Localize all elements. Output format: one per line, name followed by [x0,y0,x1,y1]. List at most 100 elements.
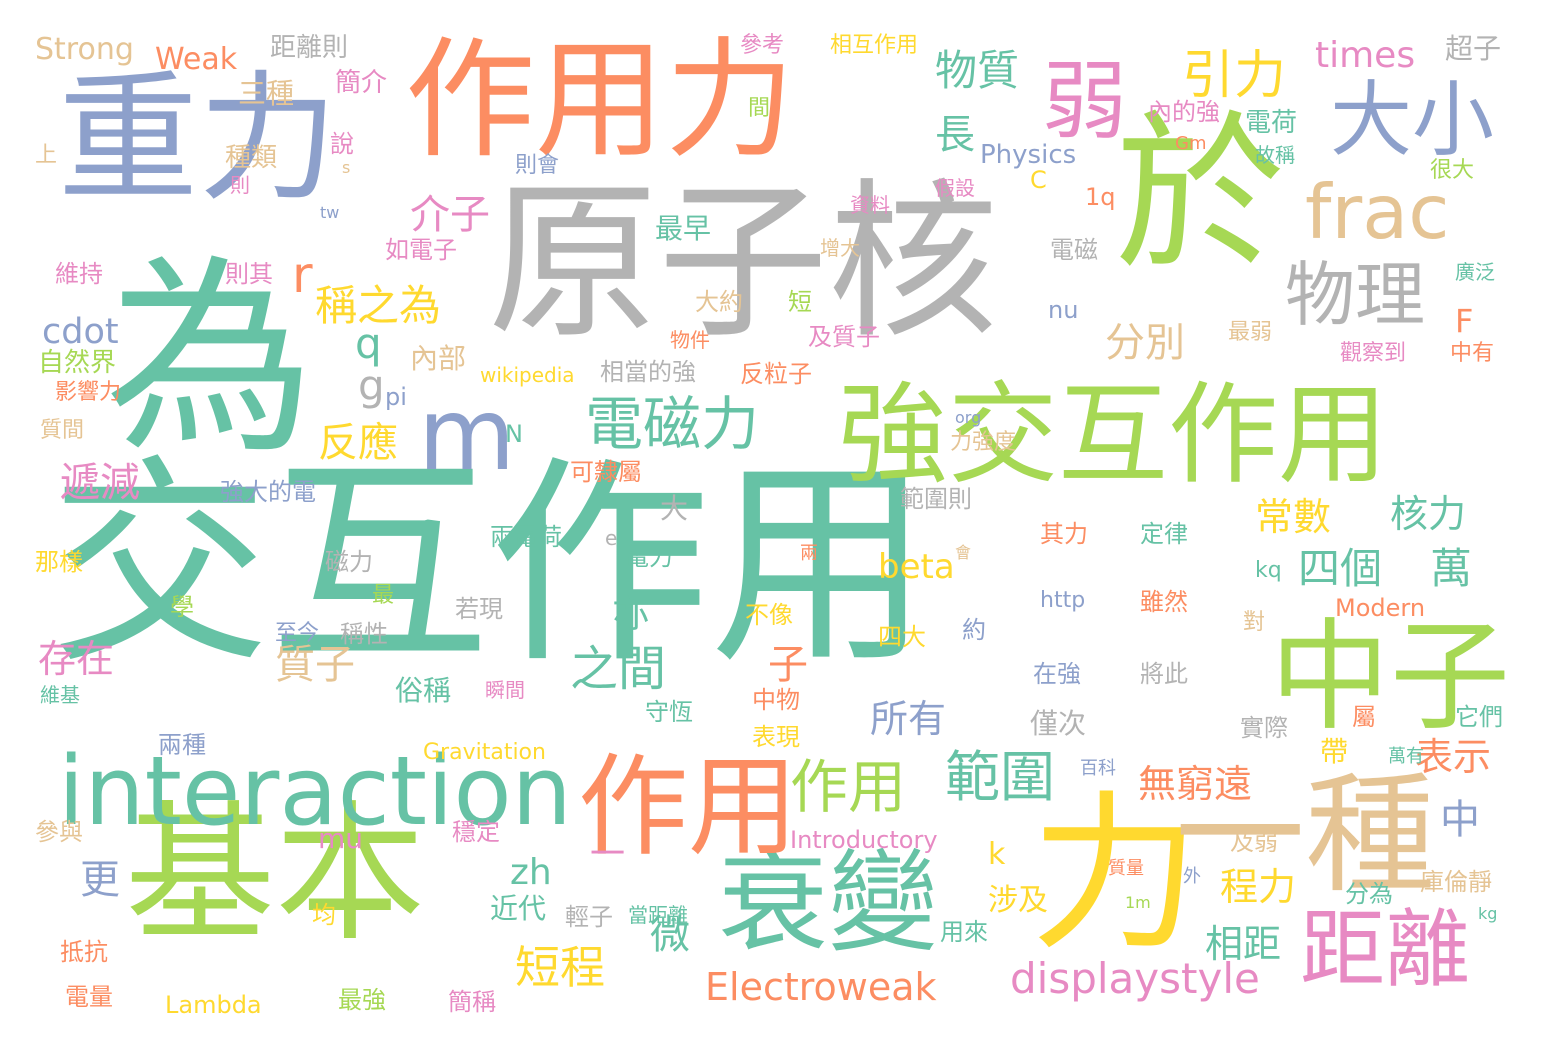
word-cloud-term: http [1040,588,1086,613]
word-cloud-term: 電力 [625,543,673,571]
word-cloud-term: 基本 [125,788,426,962]
word-cloud-term: 自然界 [38,348,117,378]
word-cloud-term: 則會 [515,153,560,178]
word-cloud-term: zh [510,852,552,893]
word-cloud-term: 及弱 [1230,828,1278,856]
word-cloud-term: 資料 [850,193,890,217]
word-cloud-term: 中 [1440,797,1480,843]
word-cloud-term: 相當的強 [600,358,696,386]
word-cloud-term: 其力 [1040,520,1088,548]
word-cloud-term: 兩種 [158,731,206,759]
word-cloud-term: 萬有 [1388,746,1424,767]
word-cloud-term: 兩 [800,543,818,564]
word-cloud-term: 重力 [58,58,339,221]
word-cloud-term: 質間 [40,418,85,443]
word-cloud-term: nu [1048,296,1079,324]
word-cloud-term: 磁力 [325,548,373,576]
word-cloud-term: 一種 [1175,759,1436,911]
word-cloud-term: 弱 [1042,53,1128,152]
word-cloud-term: 作用 [790,753,907,821]
word-cloud-term: 亦 [612,592,651,636]
word-cloud-term: 守恆 [645,698,693,726]
word-cloud-term: Weak [155,42,238,77]
word-cloud-term: 用來 [940,918,988,946]
word-cloud-term: 簡稱 [448,988,496,1016]
word-cloud-term: 電磁力 [585,390,760,458]
word-cloud-term: 百科 [1080,758,1116,779]
word-cloud-term: kq [1255,558,1282,583]
word-cloud-term: 雖然 [1140,588,1188,616]
word-cloud-term: 為 [105,237,316,482]
word-cloud-term: 四大 [878,623,926,651]
word-cloud-term: 最 [372,583,395,608]
word-cloud-term: kg [1478,904,1498,923]
word-cloud-term: 於 [1115,96,1286,294]
word-cloud-term: 核力 [1390,492,1467,536]
word-cloud-term: 它們 [1455,703,1503,731]
word-cloud-term: 穩定 [452,818,500,846]
word-cloud-term: Gm [1175,133,1207,154]
word-cloud-term: 影響力 [55,380,122,405]
word-cloud-term: 間 [748,96,771,121]
word-cloud-term: 之間 [570,641,667,697]
word-cloud-term: 子 [768,642,808,688]
word-cloud-term: e [605,526,618,550]
word-cloud-term: 範圍 [945,745,1056,809]
word-cloud-term: 強大的電 [220,478,316,506]
word-cloud-term: 如電子 [385,236,457,264]
word-cloud-term: 若現 [455,595,503,623]
word-cloud-term: F [1455,302,1474,340]
word-cloud-term: 則其 [225,260,273,288]
word-cloud-term: 稱之為 [315,281,442,330]
word-cloud-term: 作用力 [405,24,796,176]
word-cloud-term: 一 [590,835,626,875]
word-cloud-term: 上 [35,143,58,168]
word-cloud-term: pi [385,383,407,411]
word-cloud-term: 庫倫靜 [1420,868,1492,896]
word-cloud-term: mu [318,822,364,855]
word-cloud-term: 維持 [55,260,103,288]
word-cloud-term: 外 [1183,866,1201,887]
word-cloud-term: 物質 [935,46,1020,95]
word-cloud-term: 約 [962,616,986,644]
word-cloud-term: 內的強 [1148,98,1220,126]
word-cloud-term: 在強 [1033,660,1081,688]
word-cloud-term: 超子 [1445,32,1502,65]
word-cloud-term: 當距離 [628,903,688,927]
word-cloud-term: 短程 [515,941,606,994]
word-cloud-term: 1m [1125,893,1151,912]
word-cloud-term: 可隸屬 [570,458,642,486]
word-cloud-term: 屬 [1352,703,1376,731]
word-cloud-term: Gravitation [423,740,546,765]
word-cloud-term: frac [1305,168,1450,256]
word-cloud-term: tw [320,203,340,222]
word-cloud-term: 至今 [275,621,320,646]
word-cloud-term: 四個 [1298,544,1383,593]
word-cloud-term: 很大 [1430,158,1475,183]
word-cloud-term: times [1315,35,1416,76]
word-cloud-term: 種類 [225,143,278,173]
word-cloud-term: m [418,376,516,493]
word-cloud-term: 分為 [1345,880,1393,908]
word-cloud-term: 廣泛 [1455,260,1495,284]
word-cloud-term: Strong [35,32,134,67]
word-cloud-term: 大小 [1330,73,1495,168]
word-cloud-term: 俗稱 [395,674,452,707]
word-cloud-term: C [1030,166,1047,194]
word-cloud-term: 遞減 [60,460,140,506]
word-cloud-term: 電荷 [1245,108,1298,138]
word-cloud-term: Physics [980,140,1077,170]
word-cloud-term: 衰變 [718,839,938,967]
word-cloud-term: cdot [42,312,119,352]
word-cloud-term: 更 [80,857,120,903]
word-cloud-term: 最早 [655,212,712,245]
word-cloud-term: wikipedia [480,363,575,387]
word-cloud-term: 故稱 [1255,143,1295,167]
word-cloud-term: 原子核 [488,164,999,362]
word-cloud-term: 中物 [752,686,800,714]
word-cloud-term: 範圍則 [900,485,972,513]
word-cloud-term: 大約 [695,288,743,316]
word-cloud-term: 則 [230,173,250,197]
word-cloud-term: beta [878,547,955,587]
